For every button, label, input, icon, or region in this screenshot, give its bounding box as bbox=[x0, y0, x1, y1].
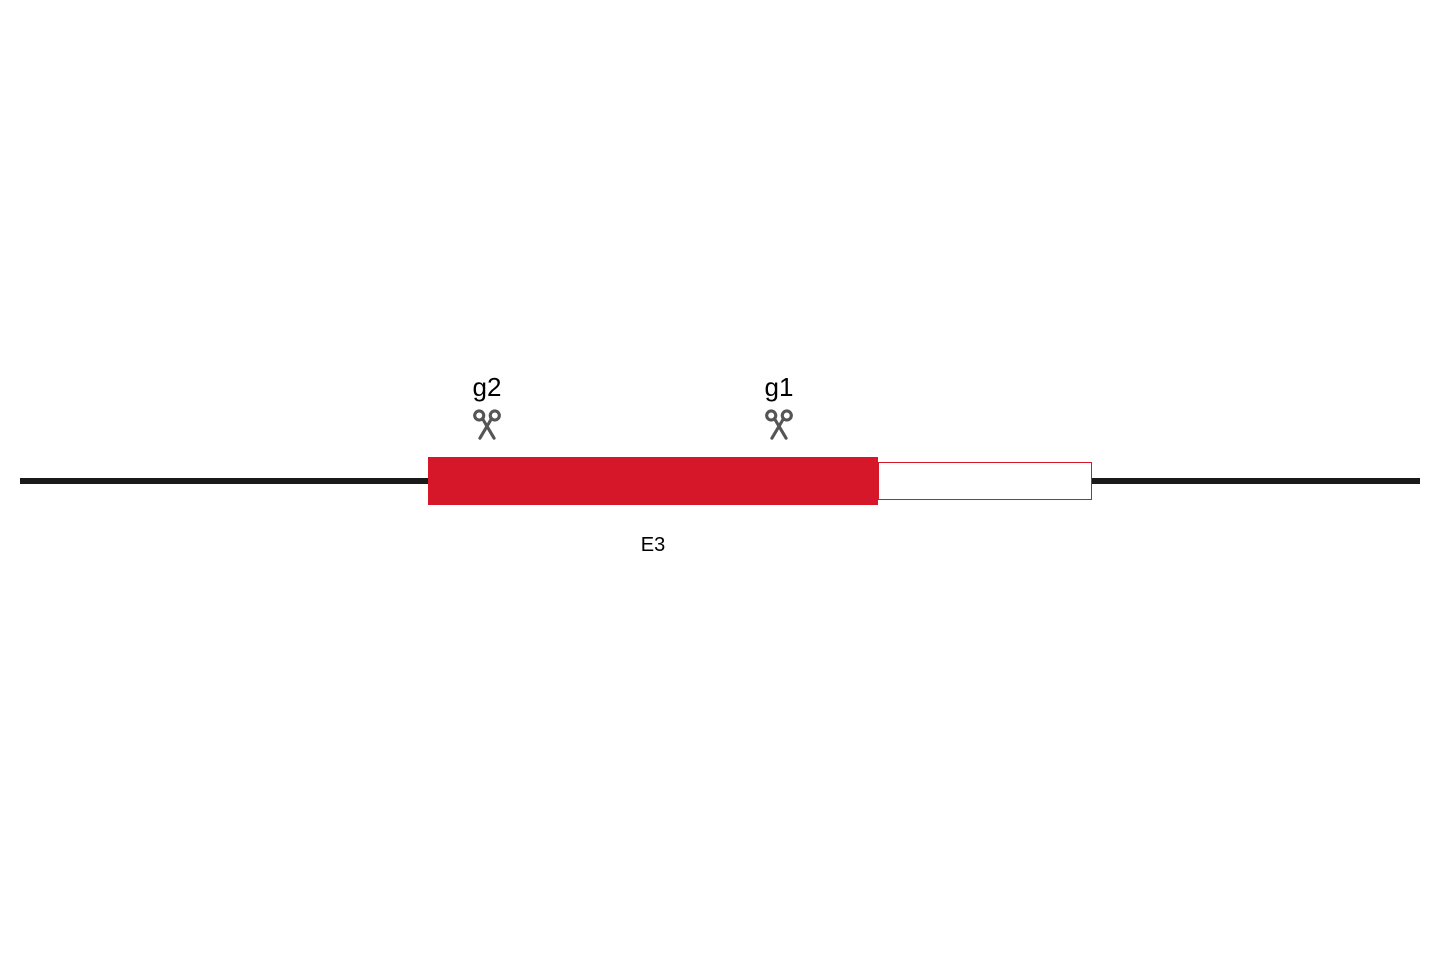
scissors-icon bbox=[749, 407, 809, 441]
cut-site-g1-label: g1 bbox=[749, 372, 809, 403]
exon-coding-box bbox=[428, 457, 878, 505]
cut-site-g2-label: g2 bbox=[457, 372, 517, 403]
cut-site-g2: g2 bbox=[457, 372, 517, 441]
genome-line-left bbox=[20, 478, 428, 484]
exon-utr-box bbox=[878, 462, 1092, 500]
exon-label: E3 bbox=[428, 534, 878, 557]
cut-site-g1: g1 bbox=[749, 372, 809, 441]
scissors-icon bbox=[457, 407, 517, 441]
gene-diagram: E3 g2 g1 bbox=[0, 0, 1440, 960]
genome-line-right bbox=[1092, 478, 1420, 484]
